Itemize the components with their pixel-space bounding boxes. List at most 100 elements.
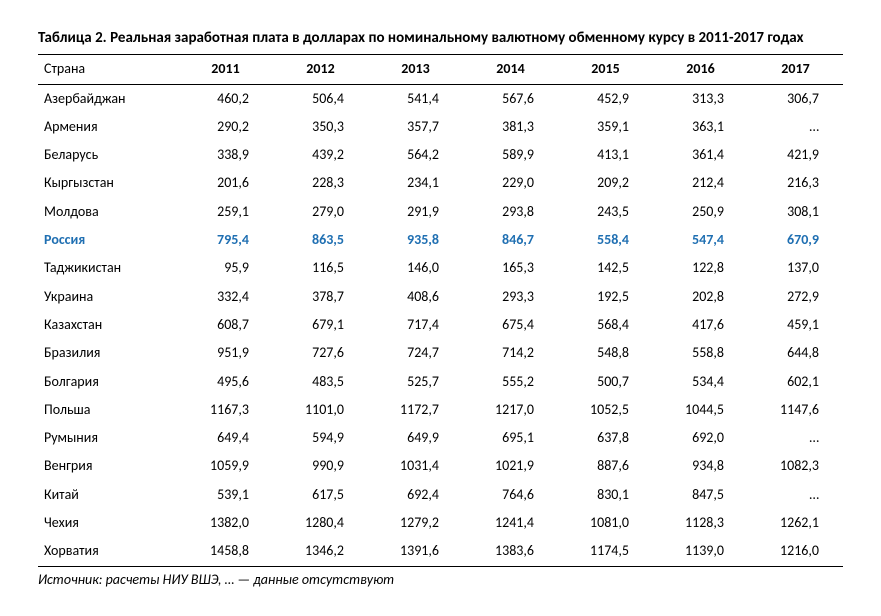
value-cell: 1044,5 <box>653 396 748 424</box>
value-cell: 567,6 <box>463 84 558 113</box>
value-cell: 1174,5 <box>558 537 653 566</box>
table-footnote: Источник: расчеты НИУ ВШЭ, … — данные от… <box>38 571 843 588</box>
value-cell: 229,0 <box>463 169 558 197</box>
value-cell: 555,2 <box>463 368 558 396</box>
value-cell: … <box>748 481 843 509</box>
value-cell: 500,7 <box>558 368 653 396</box>
table-row: Кыргызстан201,6228,3234,1229,0209,2212,4… <box>38 169 843 197</box>
table-row: Армения290,2350,3357,7381,3359,1363,1… <box>38 113 843 141</box>
value-cell: 495,6 <box>178 368 273 396</box>
value-cell: 417,6 <box>653 311 748 339</box>
value-cell: 259,1 <box>178 198 273 226</box>
value-cell: 1383,6 <box>463 537 558 566</box>
col-2015: 2015 <box>558 55 653 84</box>
value-cell: 122,8 <box>653 254 748 282</box>
value-cell: 717,4 <box>368 311 463 339</box>
value-cell: 558,4 <box>558 226 653 254</box>
table-row: Бразилия951,9727,6724,7714,2548,8558,864… <box>38 339 843 367</box>
value-cell: 1217,0 <box>463 396 558 424</box>
col-2017: 2017 <box>748 55 843 84</box>
value-cell: 558,8 <box>653 339 748 367</box>
value-cell: … <box>748 113 843 141</box>
table-row: Венгрия1059,9990,91031,41021,9887,6934,8… <box>38 452 843 480</box>
table-row: Молдова259,1279,0291,9293,8243,5250,9308… <box>38 198 843 226</box>
value-cell: 589,9 <box>463 141 558 169</box>
value-cell: 548,8 <box>558 339 653 367</box>
value-cell: 439,2 <box>273 141 368 169</box>
value-cell: 724,7 <box>368 339 463 367</box>
value-cell: 637,8 <box>558 424 653 452</box>
value-cell: 228,3 <box>273 169 368 197</box>
value-cell: 209,2 <box>558 169 653 197</box>
value-cell: 649,4 <box>178 424 273 452</box>
value-cell: 1346,2 <box>273 537 368 566</box>
value-cell: 539,1 <box>178 481 273 509</box>
value-cell: 951,9 <box>178 339 273 367</box>
table-row: Украина332,4378,7408,6293,3192,5202,8272… <box>38 283 843 311</box>
value-cell: 727,6 <box>273 339 368 367</box>
value-cell: 692,0 <box>653 424 748 452</box>
table-header-row: Страна 2011 2012 2013 2014 2015 2016 201… <box>38 55 843 84</box>
value-cell: 452,9 <box>558 84 653 113</box>
value-cell: 608,7 <box>178 311 273 339</box>
value-cell: 695,1 <box>463 424 558 452</box>
value-cell: 350,3 <box>273 113 368 141</box>
table-row: Болгария495,6483,5525,7555,2500,7534,460… <box>38 368 843 396</box>
value-cell: 1241,4 <box>463 509 558 537</box>
value-cell: 1167,3 <box>178 396 273 424</box>
value-cell: 1021,9 <box>463 452 558 480</box>
value-cell: 272,9 <box>748 283 843 311</box>
value-cell: 291,9 <box>368 198 463 226</box>
country-cell: Армения <box>38 113 178 141</box>
value-cell: 1147,6 <box>748 396 843 424</box>
value-cell: 459,1 <box>748 311 843 339</box>
value-cell: 361,4 <box>653 141 748 169</box>
country-cell: Румыния <box>38 424 178 452</box>
value-cell: 990,9 <box>273 452 368 480</box>
country-cell: Россия <box>38 226 178 254</box>
table-row: Хорватия1458,81346,21391,61383,61174,511… <box>38 537 843 566</box>
value-cell: 1262,1 <box>748 509 843 537</box>
value-cell: 525,7 <box>368 368 463 396</box>
value-cell: 116,5 <box>273 254 368 282</box>
value-cell: 602,1 <box>748 368 843 396</box>
value-cell: 1128,3 <box>653 509 748 537</box>
value-cell: 413,1 <box>558 141 653 169</box>
value-cell: 887,6 <box>558 452 653 480</box>
table-title: Таблица 2. Реальная заработная плата в д… <box>38 28 843 48</box>
value-cell: 1279,2 <box>368 509 463 537</box>
value-cell: 1391,6 <box>368 537 463 566</box>
table-row: Румыния649,4594,9649,9695,1637,8692,0… <box>38 424 843 452</box>
country-cell: Кыргызстан <box>38 169 178 197</box>
value-cell: 534,4 <box>653 368 748 396</box>
country-cell: Молдова <box>38 198 178 226</box>
value-cell: 863,5 <box>273 226 368 254</box>
value-cell: … <box>748 424 843 452</box>
value-cell: 1458,8 <box>178 537 273 566</box>
country-cell: Беларусь <box>38 141 178 169</box>
value-cell: 594,9 <box>273 424 368 452</box>
value-cell: 95,9 <box>178 254 273 282</box>
col-2012: 2012 <box>273 55 368 84</box>
value-cell: 564,2 <box>368 141 463 169</box>
value-cell: 421,9 <box>748 141 843 169</box>
table-row: Таджикистан95,9116,5146,0165,3142,5122,8… <box>38 254 843 282</box>
value-cell: 670,9 <box>748 226 843 254</box>
value-cell: 644,8 <box>748 339 843 367</box>
country-cell: Болгария <box>38 368 178 396</box>
country-cell: Бразилия <box>38 339 178 367</box>
value-cell: 1081,0 <box>558 509 653 537</box>
wages-table: Страна 2011 2012 2013 2014 2015 2016 201… <box>38 54 843 566</box>
value-cell: 142,5 <box>558 254 653 282</box>
country-cell: Польша <box>38 396 178 424</box>
value-cell: 1280,4 <box>273 509 368 537</box>
table-row: Чехия1382,01280,41279,21241,41081,01128,… <box>38 509 843 537</box>
value-cell: 338,9 <box>178 141 273 169</box>
value-cell: 381,3 <box>463 113 558 141</box>
col-2011: 2011 <box>178 55 273 84</box>
value-cell: 408,6 <box>368 283 463 311</box>
value-cell: 137,0 <box>748 254 843 282</box>
country-cell: Азербайджан <box>38 84 178 113</box>
value-cell: 846,7 <box>463 226 558 254</box>
table-row: Казахстан608,7679,1717,4675,4568,4417,64… <box>38 311 843 339</box>
